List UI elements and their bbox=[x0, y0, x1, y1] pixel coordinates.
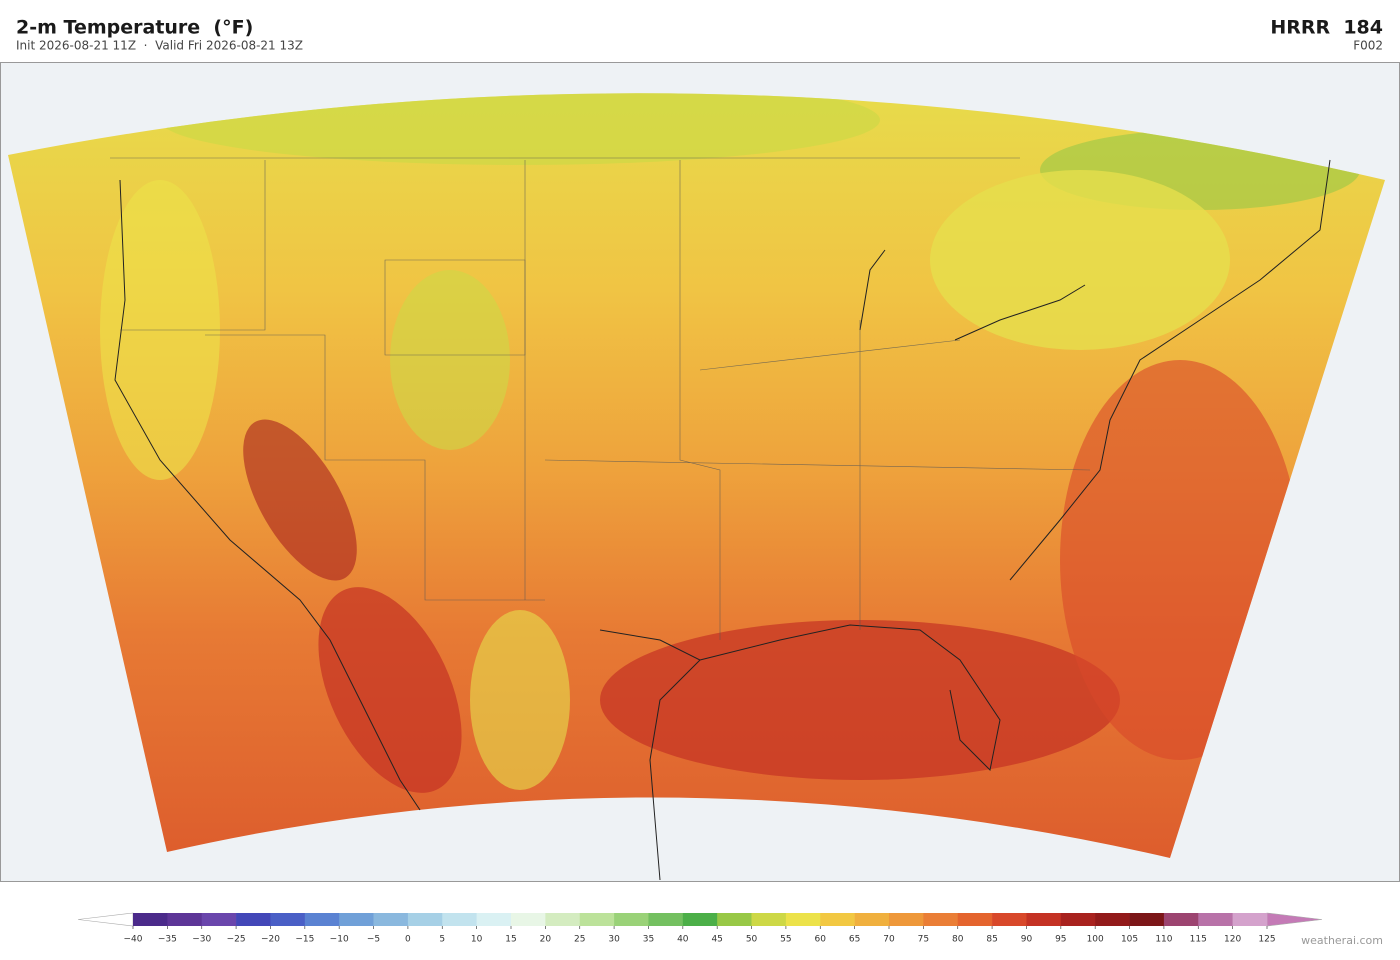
colorbar-segment bbox=[1163, 913, 1199, 926]
colorbar-tick-label: 90 bbox=[1021, 935, 1033, 945]
colorbar-segment bbox=[1198, 913, 1233, 926]
colorbar-tick-label: 45 bbox=[711, 935, 722, 945]
colorbar-segment bbox=[785, 913, 821, 926]
colorbar-segment bbox=[682, 913, 718, 926]
colorbar-tick-label: 30 bbox=[608, 935, 620, 945]
colorbar-segment bbox=[614, 913, 649, 926]
colorbar-segment bbox=[992, 913, 1027, 926]
colorbar-tick-label: −20 bbox=[261, 935, 280, 945]
colorbar-segment bbox=[889, 913, 924, 926]
subtitle: Init 2026-08-21 11Z · Valid Fri 2026-08-… bbox=[16, 39, 303, 53]
colorbar-segment bbox=[339, 913, 374, 926]
colorbar-tick-label: 80 bbox=[952, 935, 964, 945]
colorbar-tick-label: 125 bbox=[1258, 935, 1275, 945]
coastlines bbox=[114, 159, 1331, 881]
colorbar-segment bbox=[579, 913, 615, 926]
colorbar-tick-label: 85 bbox=[986, 935, 997, 945]
colorbar-tick-label: 0 bbox=[405, 935, 411, 945]
colorbar-segment bbox=[304, 913, 340, 926]
colorbar-tick-label: 10 bbox=[471, 935, 483, 945]
colorbar-tick-label: 95 bbox=[1055, 935, 1066, 945]
colorbar-extend-low bbox=[77, 912, 134, 927]
colorbar-segment bbox=[923, 913, 959, 926]
colorbar-tick-label: 15 bbox=[505, 935, 516, 945]
colorbar-segment bbox=[511, 913, 546, 926]
colorbar-segment bbox=[1095, 913, 1130, 926]
colorbar-segment bbox=[854, 913, 890, 926]
colorbar-tick-label: 70 bbox=[883, 935, 895, 945]
colorbar: −40 −35 −30 −25 −20 −15 −10 −5 0 5 10 15 20 25 30 35 40 4… bbox=[77, 912, 1323, 945]
colorbar-tick-label: 105 bbox=[1121, 935, 1138, 945]
colorbar-tick-label: 75 bbox=[918, 935, 929, 945]
title: 2-m Temperature (°F) bbox=[16, 17, 253, 39]
colorbar-tick-label: 65 bbox=[849, 935, 860, 945]
colorbar-tick-label: −30 bbox=[192, 935, 211, 945]
colorbar-segment bbox=[1232, 913, 1268, 926]
colorbar-segment bbox=[820, 913, 855, 926]
colorbar-tick-label: 5 bbox=[439, 935, 445, 945]
colorbar-tick-label: 40 bbox=[677, 935, 689, 945]
colorbar-tick-label: −10 bbox=[330, 935, 349, 945]
colorbar-tick-label: 50 bbox=[746, 935, 758, 945]
colorbar-segment bbox=[373, 913, 409, 926]
colorbar-segment bbox=[1129, 913, 1165, 926]
colorbar-segment bbox=[1060, 913, 1096, 926]
colorbar-tick-label: 100 bbox=[1087, 935, 1104, 945]
colorbar-tick-label: 120 bbox=[1224, 935, 1241, 945]
colorbar-tick-label: −5 bbox=[367, 935, 380, 945]
colorbar-segment bbox=[717, 913, 752, 926]
colorbar-tick-label: −35 bbox=[158, 935, 177, 945]
colorbar-tick-label: 25 bbox=[574, 935, 585, 945]
colorbar-tick-label: 110 bbox=[1155, 935, 1172, 945]
colorbar-segment bbox=[648, 913, 684, 926]
forecast-hour: F002 bbox=[1353, 39, 1383, 53]
colorbar-segment bbox=[407, 913, 443, 926]
colorbar-tick-label: 20 bbox=[540, 935, 552, 945]
colorbar-extend-high bbox=[1266, 912, 1323, 927]
colorbar-tick-label: −40 bbox=[124, 935, 143, 945]
colorbar-tick-label: 60 bbox=[815, 935, 827, 945]
model-label: HRRR 184 bbox=[1270, 17, 1383, 39]
colorbar-segment bbox=[167, 913, 203, 926]
temperature-field bbox=[8, 93, 1385, 858]
colorbar-segment bbox=[442, 913, 477, 926]
colorbar-tick-label: −25 bbox=[227, 935, 246, 945]
colorbar-segment bbox=[751, 913, 787, 926]
colorbar-segment bbox=[476, 913, 512, 926]
colorbar-segment bbox=[545, 913, 581, 926]
state-borders bbox=[110, 157, 1091, 640]
colorbar-tick-label: 35 bbox=[643, 935, 654, 945]
colorbar-segment bbox=[270, 913, 306, 926]
colorbar-segment bbox=[201, 913, 237, 926]
colorbar-segment bbox=[133, 913, 168, 926]
colorbar-segment bbox=[1026, 913, 1062, 926]
colorbar-tick-label: −15 bbox=[295, 935, 314, 945]
colorbar-segment bbox=[236, 913, 271, 926]
watermark: weatherai.com bbox=[1301, 934, 1383, 947]
colorbar-tick-label: 55 bbox=[780, 935, 791, 945]
colorbar-tick-label: 115 bbox=[1190, 935, 1207, 945]
colorbar-segment bbox=[957, 913, 993, 926]
